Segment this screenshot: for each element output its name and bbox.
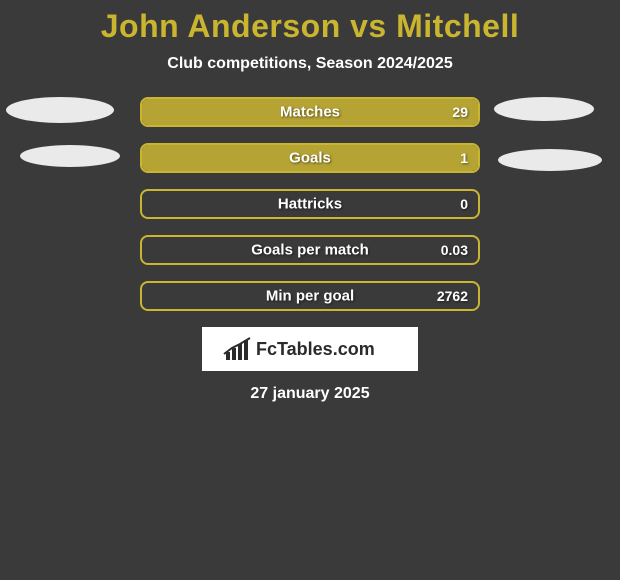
page-title: John Anderson vs Mitchell — [0, 8, 620, 45]
stat-row: Min per goal 2762 — [0, 281, 620, 311]
stat-value: 1 — [460, 150, 468, 166]
stat-bar: Goals 1 — [140, 143, 480, 173]
stat-value: 0.03 — [441, 242, 468, 258]
decorative-ellipse — [6, 97, 114, 123]
stats-area: Matches 29 Goals 1 Hattricks 0 Goals per match… — [0, 97, 620, 311]
stat-bar: Goals per match 0.03 — [140, 235, 480, 265]
stat-bar: Matches 29 — [140, 97, 480, 127]
snapshot-date: 27 january 2025 — [0, 385, 620, 403]
stat-row: Goals per match 0.03 — [0, 235, 620, 265]
decorative-ellipse — [20, 145, 120, 167]
logo-text: FcTables.com — [256, 339, 375, 359]
fctables-logo-svg: FcTables.com — [220, 334, 400, 364]
stat-row: Hattricks 0 — [0, 189, 620, 219]
comparison-card: John Anderson vs Mitchell Club competiti… — [0, 0, 620, 403]
stat-label: Matches — [280, 104, 340, 121]
decorative-ellipse — [494, 97, 594, 121]
stat-bar: Min per goal 2762 — [140, 281, 480, 311]
stat-label: Goals — [289, 150, 331, 167]
stat-value: 0 — [460, 196, 468, 212]
stat-label: Goals per match — [251, 242, 369, 259]
stat-label: Hattricks — [278, 196, 342, 213]
stat-value: 29 — [452, 104, 468, 120]
decorative-ellipse — [498, 149, 602, 171]
fctables-logo[interactable]: FcTables.com — [202, 327, 418, 371]
stat-bar: Hattricks 0 — [140, 189, 480, 219]
page-subtitle: Club competitions, Season 2024/2025 — [0, 55, 620, 73]
stat-label: Min per goal — [266, 288, 354, 305]
stat-value: 2762 — [437, 288, 468, 304]
